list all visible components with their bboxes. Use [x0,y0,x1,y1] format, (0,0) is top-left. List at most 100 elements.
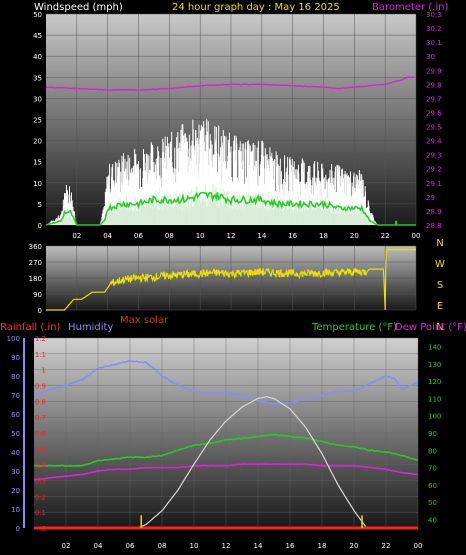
max-solar-line [137,396,368,529]
wind-average-line [45,191,416,226]
wind-x-tick-label: 04 [103,232,112,240]
temperature-y-tick-label: 140 [428,344,441,352]
rainfall-y-tick-label: 1.1 [35,351,46,359]
dewpoint-line [33,462,419,481]
wind-x-tick-label: 00 [412,232,421,240]
barometer-y-tick-label: 30 [426,53,435,61]
barometer-axis-label: Barometer (.in) [372,2,448,13]
rainfall-y-tick-label: 1 [42,367,46,375]
temperature-y-tick-label: 120 [428,378,441,386]
temperature-y-tick-label: 50 [428,499,437,507]
compass-label: E [437,301,443,312]
humidity-y-tick-label: 70 [11,392,20,400]
rainfall-y-tick-label: 0.7 [35,414,46,422]
direction-y-tick-label: 180 [29,275,42,283]
humidity-y-tick-label: 80 [11,373,20,381]
temperature-y-tick-label: 130 [428,361,441,369]
temperature-y-tick-label: 70 [428,465,437,473]
wind-y-tick-label: 5 [38,201,42,209]
humidity-y-tick-label: 0 [16,525,20,533]
humidity-y-tick-label: 30 [11,468,20,476]
rainfall-y-tick-label: 0.6 [35,430,47,438]
weather-x-tick-label: 20 [350,542,359,550]
temperature-y-tick-label: 40 [428,516,437,524]
compass-label: W [435,259,445,270]
barometer-line [45,76,415,91]
humidity-y-tick-label: 50 [11,430,20,438]
weather-x-tick-label: 10 [190,542,199,550]
rainfall-y-tick-label: 1.2 [35,335,46,343]
temperature-y-tick-label: 60 [428,482,437,490]
wind-y-tick-label: 45 [33,32,42,40]
wind-y-tick-label: 35 [33,74,42,82]
barometer-y-tick-label: 29.8 [426,81,442,89]
compass-label: S [437,280,443,291]
wind-x-tick-label: 08 [165,232,174,240]
wind-x-tick-label: 10 [196,232,205,240]
weather-x-tick-label: 00 [414,542,423,550]
weather-x-tick-label: 06 [126,542,135,550]
wind-x-tick-label: 12 [227,232,236,240]
barometer-y-tick-label: 29.5 [426,124,442,132]
wind-x-tick-label: 06 [134,232,143,240]
wind-y-tick-label: 0 [38,222,42,230]
barometer-y-tick-label: 30.1 [426,39,442,47]
barometer-y-tick-label: 29.2 [426,166,442,174]
humidity-line [33,359,419,406]
rainfall-y-tick-label: 0.5 [35,446,46,454]
weather-x-tick-label: 12 [222,542,231,550]
weather-x-tick-label: 16 [286,542,295,550]
max-solar-label: Max solar [120,315,169,326]
compass-label: N [436,238,443,249]
humidity-y-tick-label: 10 [11,506,20,514]
temperature-y-tick-label: 110 [428,395,441,403]
temperature-y-tick-label: 100 [428,413,441,421]
weather-x-tick-label: 18 [318,542,327,550]
weather-x-tick-label: 08 [158,542,167,550]
humidity-y-tick-label: 20 [11,487,20,495]
humidity-y-tick-label: 90 [11,354,20,362]
weather-x-tick-label: 14 [254,542,263,550]
wind-direction-line [46,249,416,311]
barometer-y-tick-label: 29.3 [426,152,442,160]
wind-y-tick-label: 15 [33,159,42,167]
temperature-y-tick-label: 90 [428,430,437,438]
weather-x-tick-label: 22 [382,542,391,550]
rainfall-axis-label: Rainfall (.in) [0,322,61,333]
temperature-y-tick-label: 80 [428,447,437,455]
rainfall-y-tick-label: 0.8 [35,398,46,406]
wind-y-tick-label: 25 [33,117,42,125]
barometer-y-tick-label: 30.3 [426,11,442,19]
direction-y-tick-label: 0 [38,307,42,315]
weather-x-tick-label: 02 [62,542,71,550]
rainfall-y-tick-label: 0.3 [35,478,46,486]
weather-x-tick-label: 04 [94,542,103,550]
wind-x-tick-label: 14 [257,232,266,240]
humidity-axis-label: Humidity [68,322,113,333]
wind-y-tick-label: 10 [33,180,42,188]
wind-y-tick-label: 40 [33,53,42,61]
barometer-y-tick-label: 28.9 [426,208,442,216]
wind-x-tick-label: 16 [288,232,297,240]
wind-x-tick-label: 18 [319,232,328,240]
wind-y-tick-label: 20 [33,138,42,146]
rainfall-y-tick-label: 0.1 [35,509,46,517]
wind-x-tick-label: 22 [381,232,390,240]
barometer-y-tick-label: 29.4 [426,138,442,146]
dewpoint-axis-label: Dew Point (°F) [395,322,466,333]
rainfall-y-tick-label: 0.9 [35,383,46,391]
compass-label: N [436,322,443,333]
rainfall-y-tick-label: 0.2 [35,493,46,501]
barometer-y-tick-label: 29 [426,194,435,202]
direction-y-tick-label: 90 [33,291,42,299]
rainfall-y-tick-label: 0 [42,525,46,533]
barometer-y-tick-label: 29.1 [426,180,442,188]
humidity-y-tick-label: 60 [11,411,20,419]
wind-x-tick-label: 20 [350,232,359,240]
temperature-axis-label: Temperature (°F) [311,322,397,333]
wind-y-tick-label: 50 [33,11,42,19]
barometer-y-tick-label: 29.9 [426,67,442,75]
rainfall-y-tick-label: 0.4 [35,462,47,470]
